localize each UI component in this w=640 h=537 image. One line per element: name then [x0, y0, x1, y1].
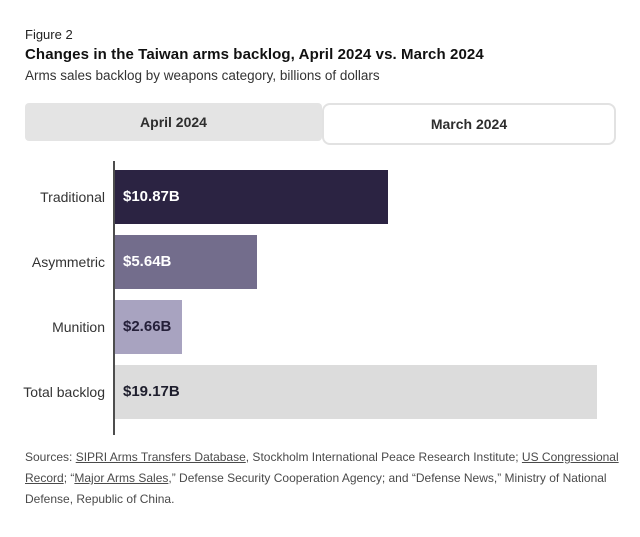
tab-april-2024[interactable]: April 2024	[25, 103, 322, 141]
sources-text-3: ; “	[63, 471, 75, 485]
bar-asymmetric[interactable]: $5.64B	[115, 235, 257, 289]
sources-text-4: ,” Defense Security Cooperation Agency; …	[25, 471, 607, 506]
figure-number-label: Figure 2	[25, 27, 73, 42]
sipri-link[interactable]: SIPRI Arms Transfers Database	[75, 450, 246, 464]
value-label: $19.17B	[123, 383, 180, 400]
value-label: $5.64B	[123, 253, 172, 270]
sources-note: Sources: SIPRI Arms Transfers Database, …	[25, 447, 619, 510]
category-label: Total backlog	[23, 384, 105, 400]
value-label: $10.87B	[123, 188, 180, 205]
congressional-record-link[interactable]: US Congressional Record	[25, 450, 619, 485]
category-label: Traditional	[40, 189, 105, 205]
chart-subtitle: Arms sales backlog by weapons category, …	[25, 68, 380, 83]
chart-title: Changes in the Taiwan arms backlog, Apri…	[25, 46, 484, 63]
category-label: Asymmetric	[31, 254, 105, 270]
bar-traditional[interactable]: $10.87B	[115, 170, 388, 224]
category-label: Munition	[52, 319, 105, 335]
sources-prefix: Sources:	[25, 450, 76, 464]
bar-total-backlog[interactable]: $19.17B	[115, 365, 597, 419]
bar-munition[interactable]: $2.66B	[115, 300, 182, 354]
tab-march-2024[interactable]: March 2024	[322, 103, 616, 145]
major-arms-sales-link[interactable]: Major Arms Sales	[74, 471, 169, 485]
y-axis-line	[113, 161, 115, 435]
value-label: $2.66B	[123, 318, 172, 335]
sources-text-2: , Stockholm International Peace Research…	[245, 450, 522, 464]
